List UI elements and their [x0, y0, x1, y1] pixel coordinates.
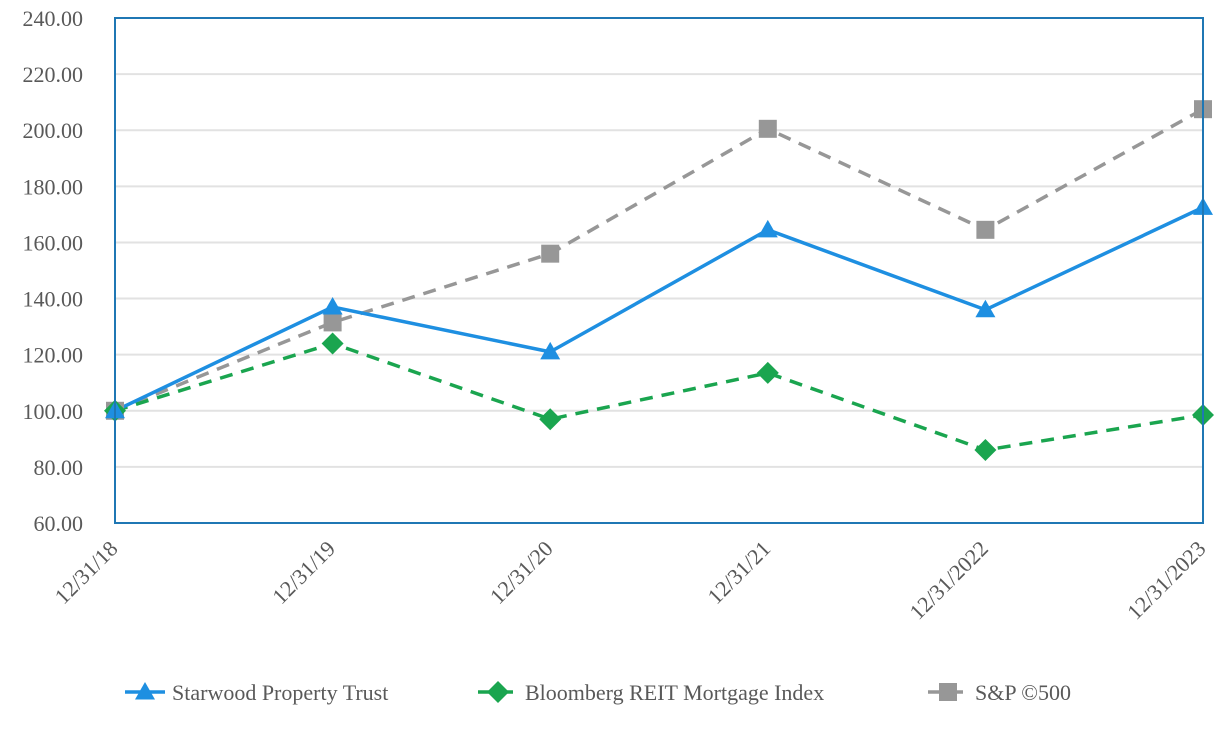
y-tick-label: 60.00 — [34, 511, 84, 536]
series-lines — [114, 107, 1204, 452]
plot-area-border — [114, 17, 1204, 524]
x-tick-label: 12/31/19 — [267, 536, 340, 609]
data-point-triangle — [540, 341, 561, 360]
legend-label: Starwood Property Trust — [172, 680, 388, 705]
legend-label: Bloomberg REIT Mortgage Index — [525, 680, 824, 705]
legend-marker-diamond — [487, 681, 509, 703]
x-tick-label: 12/31/2023 — [1122, 536, 1211, 625]
series-line-diamond — [114, 341, 1204, 452]
x-tick-label: 12/31/21 — [702, 536, 775, 609]
data-point-square — [758, 119, 777, 138]
y-tick-label: 180.00 — [23, 174, 84, 199]
y-tick-label: 120.00 — [23, 343, 84, 368]
data-point-square — [976, 220, 995, 239]
y-axis-ticks: 60.00 80.00 100.00 120.00 140.00 160.00 180.00… — [23, 6, 84, 536]
series-line-triangle — [114, 205, 1204, 413]
series-markers — [104, 100, 1214, 462]
y-tick-label: 140.00 — [23, 287, 84, 312]
y-tick-label: 200.00 — [23, 118, 84, 143]
legend-label: S&P ©500 — [975, 680, 1071, 705]
x-tick-label: 12/31/20 — [485, 536, 558, 609]
x-axis-ticks: 12/31/18 12/31/19 12/31/20 12/31/21 12/31/20… — [50, 536, 1211, 625]
data-point-triangle — [322, 296, 343, 315]
data-point-triangle — [757, 219, 778, 238]
data-point-square — [323, 313, 342, 332]
y-tick-label: 80.00 — [34, 455, 84, 480]
x-tick-label: 12/31/18 — [50, 536, 123, 609]
series-line-square — [114, 107, 1204, 413]
y-tick-label: 100.00 — [23, 399, 84, 424]
data-point-diamond — [974, 439, 997, 462]
data-point-square — [541, 244, 560, 263]
y-tick-label: 240.00 — [23, 6, 84, 31]
data-point-diamond — [539, 408, 562, 431]
legend-marker-triangle — [135, 682, 155, 700]
data-point-triangle — [975, 299, 996, 318]
x-tick-label: 12/31/2022 — [904, 536, 993, 625]
legend: Starwood Property Trust Bloomberg REIT Mo… — [125, 680, 1071, 705]
legend-marker-square — [939, 683, 957, 701]
data-point-diamond — [756, 361, 779, 384]
y-tick-label: 160.00 — [23, 230, 84, 255]
gridlines — [115, 73, 1203, 468]
y-tick-label: 220.00 — [23, 62, 84, 87]
data-point-diamond — [321, 332, 344, 355]
